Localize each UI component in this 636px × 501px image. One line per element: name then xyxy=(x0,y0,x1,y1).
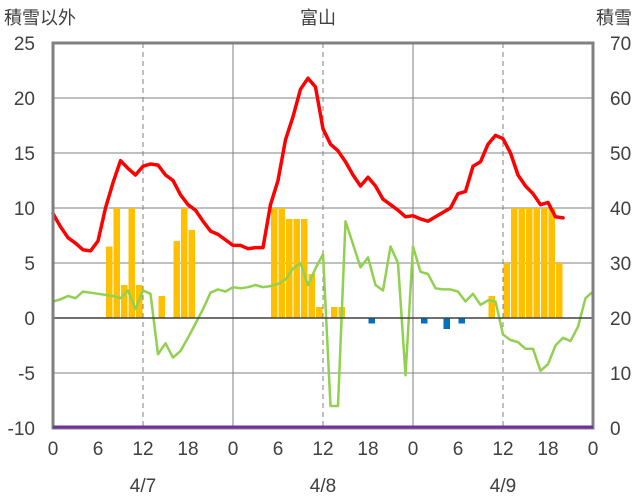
snowfall-bar xyxy=(301,219,308,318)
series-lines xyxy=(51,76,595,408)
snowfall-bar xyxy=(511,208,518,318)
snowfall-bar xyxy=(113,208,120,318)
snowfall-bar xyxy=(443,318,450,329)
left-tick-label: 0 xyxy=(24,309,35,330)
snowfall-bar xyxy=(533,208,540,318)
right-tick-label: 30 xyxy=(610,254,631,275)
left-tick-label: -10 xyxy=(8,419,35,440)
snowfall-bar xyxy=(128,208,135,318)
left-tick-label: 20 xyxy=(14,89,35,110)
x-tick-label: 18 xyxy=(177,439,198,460)
right-tick-labels: 70 60 50 40 30 20 10 0 xyxy=(610,34,631,440)
x-tick-label: 12 xyxy=(132,439,153,460)
x-tick-label: 18 xyxy=(357,439,378,460)
left-tick-label: -5 xyxy=(18,364,35,385)
left-tick-label: 5 xyxy=(24,254,35,275)
snowfall-bar xyxy=(173,241,180,318)
x-tick-labels: 0 6 12 18 0 6 12 18 0 6 12 18 0 xyxy=(48,439,599,460)
snow-change-line xyxy=(51,219,595,408)
snowfall-bar xyxy=(503,263,510,318)
left-axis-label: 積雪以外 xyxy=(4,8,76,28)
plot-frame xyxy=(51,41,595,430)
right-tick-label: 50 xyxy=(610,144,631,165)
snowfall-bar xyxy=(278,208,285,318)
date-label: 4/8 xyxy=(310,476,336,497)
date-labels: 4/7 4/8 4/9 xyxy=(130,476,516,497)
snowfall-bar xyxy=(518,208,525,318)
x-tick-label: 0 xyxy=(228,439,239,460)
snowfall-bar xyxy=(181,208,188,318)
snowfall-bar xyxy=(293,219,300,318)
snowfall-bar xyxy=(458,318,465,324)
snowfall-bar xyxy=(308,274,315,318)
x-tick-label: 12 xyxy=(312,439,333,460)
right-tick-label: 40 xyxy=(610,199,631,220)
x-tick-label: 6 xyxy=(273,439,284,460)
snowfall-bar xyxy=(316,307,323,318)
snowfall-bar xyxy=(106,246,113,318)
snowfall-bar xyxy=(188,230,195,318)
right-axis-label: 積雪 xyxy=(596,8,632,28)
right-tick-label: 70 xyxy=(610,34,631,55)
snowfall-bar xyxy=(158,296,165,318)
left-tick-label: 10 xyxy=(14,199,35,220)
x-tick-label: 6 xyxy=(453,439,464,460)
snowfall-bar xyxy=(556,263,563,318)
snowfall-bar xyxy=(526,208,533,318)
left-tick-label: 15 xyxy=(14,144,35,165)
snowfall-bar xyxy=(368,318,375,324)
x-tick-label: 12 xyxy=(492,439,513,460)
snowfall-bar xyxy=(271,208,278,318)
right-tick-label: 20 xyxy=(610,309,631,330)
snowfall-bar xyxy=(541,208,548,318)
right-tick-label: 0 xyxy=(610,419,621,440)
right-tick-label: 60 xyxy=(610,89,631,110)
snowfall-bars xyxy=(106,208,563,329)
left-tick-labels: 25 20 15 10 5 0 -5 -10 xyxy=(8,34,35,440)
snowfall-bar xyxy=(331,307,338,318)
snowfall-bar xyxy=(421,318,428,324)
snowfall-bar xyxy=(548,208,555,318)
snowfall-bar xyxy=(286,219,293,318)
x-tick-label: 18 xyxy=(537,439,558,460)
date-label: 4/7 xyxy=(130,476,156,497)
date-label: 4/9 xyxy=(490,476,516,497)
chart-title: 富山 xyxy=(300,8,336,28)
x-tick-label: 0 xyxy=(408,439,419,460)
snowfall-bar xyxy=(488,296,495,318)
x-tick-label: 6 xyxy=(93,439,104,460)
right-tick-label: 10 xyxy=(610,364,631,385)
x-tick-label: 0 xyxy=(588,439,599,460)
x-tick-label: 0 xyxy=(48,439,59,460)
left-tick-label: 25 xyxy=(14,34,35,55)
snowfall-bar xyxy=(121,285,128,318)
temperature-line xyxy=(51,76,565,253)
